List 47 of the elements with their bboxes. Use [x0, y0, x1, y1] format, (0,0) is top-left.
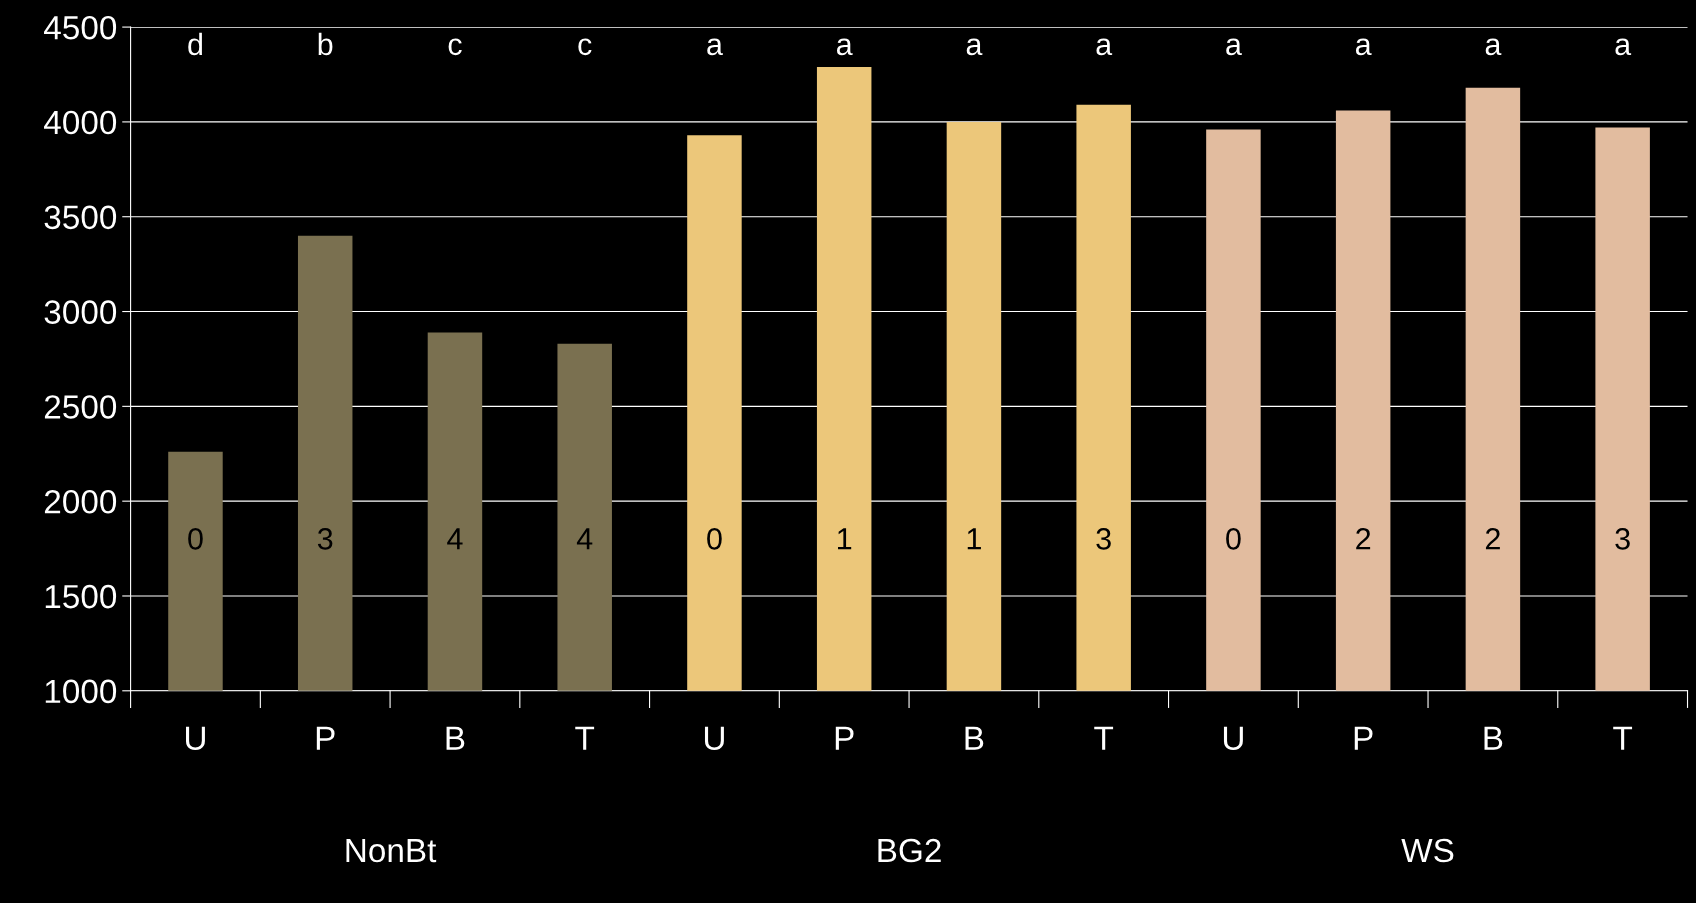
x-tick-label: P [835, 726, 854, 750]
y-tick-label: 1000 [45, 679, 117, 704]
annotation: 1 [838, 528, 852, 550]
x-tick-label: T [575, 726, 595, 750]
x-tick-label: B [446, 726, 465, 750]
annotation: 0 [707, 528, 722, 550]
annotation: 4 [447, 528, 463, 550]
x-tick-label: U [186, 726, 205, 750]
annotation: 1 [967, 528, 981, 550]
annotation: a [1485, 38, 1502, 56]
annotation: 3 [317, 528, 333, 550]
annotation: 2 [1485, 528, 1500, 550]
x-tick-label: P [1354, 726, 1373, 750]
annotation: a [1096, 38, 1113, 56]
text: BG2 [878, 838, 941, 863]
x-tick-label: T [1613, 726, 1633, 750]
x-tick-label: P [316, 726, 335, 750]
y-tick-label: 1500 [45, 584, 117, 609]
annotation: 0 [188, 528, 203, 550]
x-tick-label: U [704, 726, 724, 750]
annotation: a [836, 38, 853, 56]
y-tick-label: 4500 [44, 15, 117, 40]
annotation: 3 [1096, 528, 1111, 550]
annotation: a [1226, 38, 1242, 56]
annotation: d [188, 32, 202, 56]
text: WS [1401, 838, 1454, 863]
x-tick-label: B [1484, 726, 1503, 750]
annotation: c [448, 38, 462, 56]
y-tick-label: 2500 [44, 395, 117, 419]
y-tick-label: 2000 [44, 489, 117, 514]
y-tick-label: 3500 [44, 205, 117, 230]
annotation: a [707, 38, 723, 56]
text: NonBt [346, 839, 437, 863]
annotation: a [1615, 38, 1632, 56]
x-tick-label: B [965, 726, 984, 750]
annotation: 3 [1615, 528, 1630, 550]
x-tick-label: U [1223, 726, 1243, 750]
annotation: 2 [1356, 528, 1371, 550]
y-tick-label: 3000 [44, 300, 117, 324]
annotation: b [318, 32, 333, 56]
annotation: 4 [576, 528, 593, 550]
x-tick-label: T [1094, 726, 1114, 750]
annotation: a [1355, 38, 1372, 56]
annotation: a [966, 38, 983, 56]
annotation: 0 [1226, 528, 1241, 550]
y-tick-label: 4000 [44, 110, 117, 135]
annotation: c [578, 38, 592, 56]
